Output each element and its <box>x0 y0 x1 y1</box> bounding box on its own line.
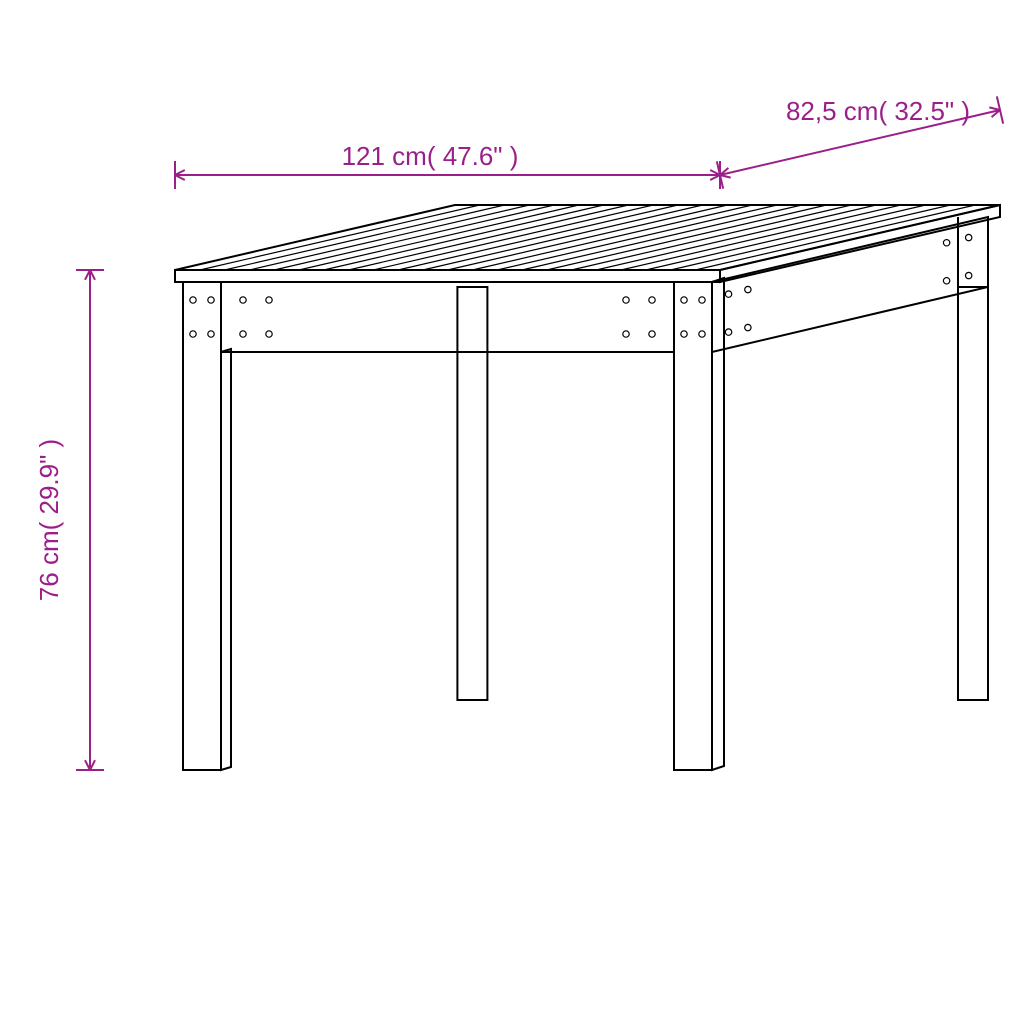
dim-height-label: 76 cm( 29.9" ) <box>34 439 64 601</box>
leg-front-left-side <box>221 349 231 770</box>
leg-back-left <box>457 287 487 700</box>
dimensions: 121 cm( 47.6" ) 82,5 cm( 32.5" ) 76 cm( 29… <box>34 96 1003 770</box>
dim-width-label: 121 cm( 47.6" ) <box>342 141 519 171</box>
leg-front-right <box>674 282 712 770</box>
leg-back-right <box>958 287 988 700</box>
dim-depth-label: 82,5 cm( 32.5" ) <box>786 96 970 126</box>
leg-front-left <box>183 282 221 770</box>
apron-front <box>221 282 674 352</box>
table-top-front-edge <box>175 270 720 282</box>
